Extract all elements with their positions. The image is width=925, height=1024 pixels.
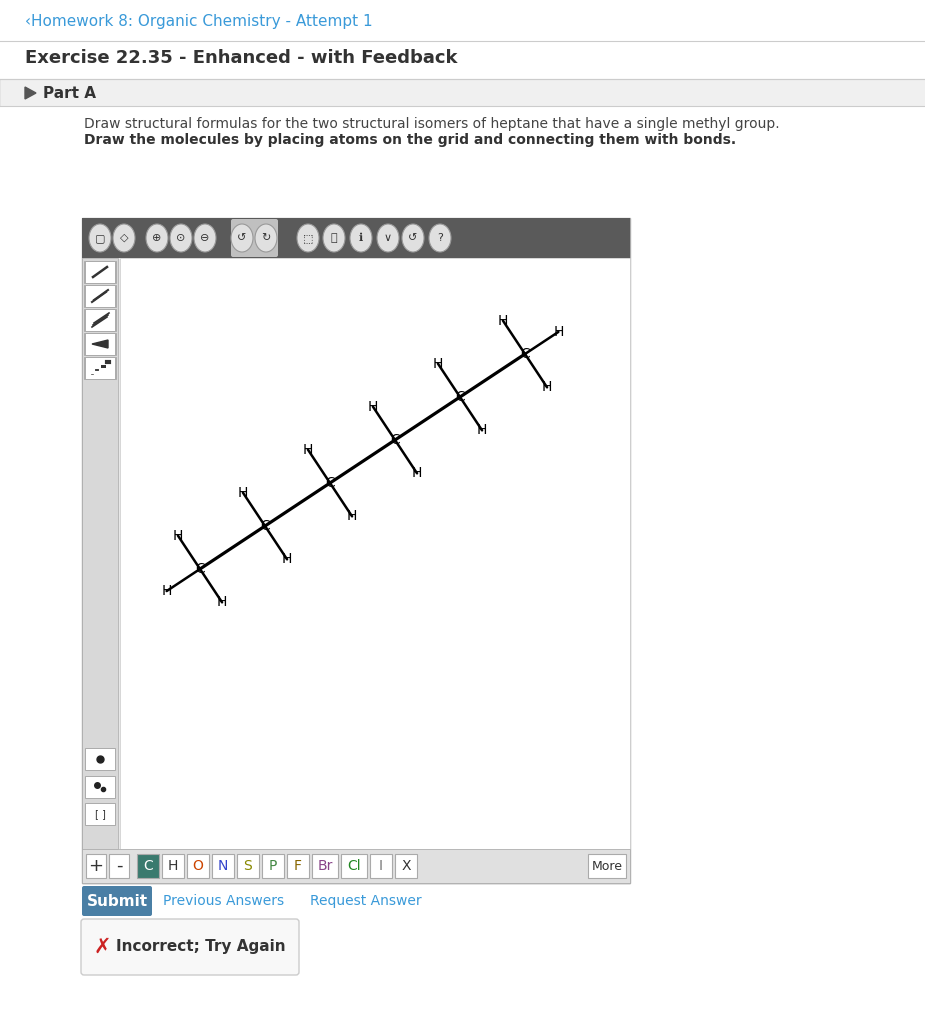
Text: Cl: Cl — [347, 859, 361, 873]
Text: C: C — [143, 859, 153, 873]
Text: Request Answer: Request Answer — [310, 894, 422, 908]
Text: ⊖: ⊖ — [201, 233, 210, 243]
Text: H: H — [302, 442, 314, 457]
Text: H: H — [238, 485, 248, 500]
Text: P: P — [269, 859, 277, 873]
Text: O: O — [192, 859, 204, 873]
FancyBboxPatch shape — [109, 854, 129, 878]
Text: ∨: ∨ — [384, 233, 392, 243]
Text: Draw the molecules by placing atoms on the grid and connecting them with bonds.: Draw the molecules by placing atoms on t… — [84, 133, 736, 147]
Text: C: C — [195, 562, 204, 575]
FancyBboxPatch shape — [85, 357, 115, 379]
Text: H: H — [216, 595, 228, 609]
Text: H: H — [433, 356, 443, 371]
Text: C: C — [455, 390, 465, 404]
FancyBboxPatch shape — [231, 219, 278, 257]
Text: Previous Answers: Previous Answers — [163, 894, 284, 908]
FancyBboxPatch shape — [82, 218, 630, 258]
Text: C: C — [520, 347, 530, 361]
Text: C: C — [325, 476, 335, 490]
Ellipse shape — [170, 224, 192, 252]
Text: I: I — [379, 859, 383, 873]
Text: Br: Br — [317, 859, 333, 873]
Ellipse shape — [113, 224, 135, 252]
Text: ⬚: ⬚ — [302, 233, 314, 243]
Text: ℹ: ℹ — [359, 233, 364, 243]
Text: H: H — [368, 399, 378, 414]
FancyBboxPatch shape — [84, 333, 116, 355]
Text: C: C — [260, 519, 270, 534]
FancyBboxPatch shape — [395, 854, 417, 878]
Text: -: - — [116, 857, 122, 874]
Text: H: H — [282, 552, 292, 566]
Text: ⊙: ⊙ — [177, 233, 186, 243]
FancyBboxPatch shape — [85, 261, 115, 283]
FancyBboxPatch shape — [85, 309, 115, 331]
FancyBboxPatch shape — [212, 854, 234, 878]
FancyBboxPatch shape — [120, 258, 630, 849]
Ellipse shape — [89, 224, 111, 252]
Text: H: H — [347, 509, 357, 523]
FancyBboxPatch shape — [84, 261, 116, 283]
Text: ↻: ↻ — [262, 233, 271, 243]
Text: H: H — [553, 325, 563, 339]
Ellipse shape — [429, 224, 451, 252]
Text: [ ]: [ ] — [94, 809, 105, 819]
FancyBboxPatch shape — [370, 854, 392, 878]
Text: F: F — [294, 859, 302, 873]
FancyBboxPatch shape — [85, 285, 115, 307]
FancyBboxPatch shape — [85, 776, 115, 798]
FancyBboxPatch shape — [187, 854, 209, 878]
Text: H: H — [498, 313, 508, 328]
Ellipse shape — [350, 224, 372, 252]
Ellipse shape — [255, 224, 277, 252]
Text: Part A: Part A — [43, 85, 96, 100]
Text: 💡: 💡 — [331, 233, 338, 243]
Text: ✗: ✗ — [93, 937, 111, 957]
FancyBboxPatch shape — [84, 285, 116, 307]
Text: H: H — [162, 584, 172, 598]
FancyBboxPatch shape — [162, 854, 184, 878]
FancyBboxPatch shape — [237, 854, 259, 878]
Text: X: X — [401, 859, 411, 873]
Text: N: N — [217, 859, 228, 873]
Text: Draw structural formulas for the two structural isomers of heptane that have a s: Draw structural formulas for the two str… — [84, 117, 780, 131]
Text: H: H — [412, 466, 422, 480]
Text: ◇: ◇ — [119, 233, 129, 243]
Text: More: More — [591, 859, 623, 872]
FancyBboxPatch shape — [262, 854, 284, 878]
Text: S: S — [243, 859, 253, 873]
Text: Exercise 22.35 - Enhanced - with Feedback: Exercise 22.35 - Enhanced - with Feedbac… — [25, 49, 458, 67]
FancyBboxPatch shape — [137, 854, 159, 878]
Text: ↺: ↺ — [408, 233, 418, 243]
FancyBboxPatch shape — [0, 79, 925, 106]
Text: +: + — [89, 857, 104, 874]
Text: H: H — [477, 423, 487, 437]
FancyBboxPatch shape — [82, 258, 118, 849]
Ellipse shape — [402, 224, 424, 252]
Ellipse shape — [146, 224, 168, 252]
FancyBboxPatch shape — [84, 357, 116, 379]
Text: ↺: ↺ — [238, 233, 247, 243]
Text: ?: ? — [438, 233, 443, 243]
FancyBboxPatch shape — [287, 854, 309, 878]
Text: ▢: ▢ — [94, 233, 105, 243]
Ellipse shape — [323, 224, 345, 252]
Text: H: H — [173, 528, 183, 543]
FancyBboxPatch shape — [86, 854, 106, 878]
FancyBboxPatch shape — [82, 886, 152, 916]
Polygon shape — [92, 340, 108, 348]
FancyBboxPatch shape — [82, 218, 630, 883]
Text: Submit: Submit — [86, 894, 148, 908]
Text: ‹Homework 8: Organic Chemistry - Attempt 1: ‹Homework 8: Organic Chemistry - Attempt… — [25, 14, 373, 29]
FancyBboxPatch shape — [312, 854, 338, 878]
Ellipse shape — [297, 224, 319, 252]
FancyBboxPatch shape — [85, 748, 115, 770]
FancyBboxPatch shape — [82, 849, 630, 883]
Ellipse shape — [194, 224, 216, 252]
Text: C: C — [390, 433, 400, 447]
Ellipse shape — [231, 224, 253, 252]
Text: Incorrect; Try Again: Incorrect; Try Again — [116, 939, 286, 954]
FancyBboxPatch shape — [85, 333, 115, 355]
